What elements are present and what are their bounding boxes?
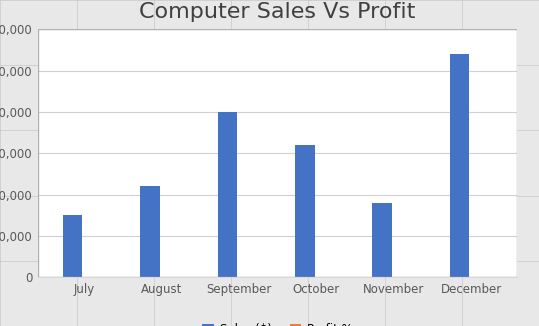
Legend: Sales ($), Profit %: Sales ($), Profit % [197, 318, 358, 326]
Bar [218, 112, 237, 277]
Bar [450, 54, 469, 277]
Bar [63, 215, 82, 277]
Bar [295, 145, 315, 277]
Bar [140, 186, 160, 277]
Title: Computer Sales Vs Profit: Computer Sales Vs Profit [140, 2, 416, 22]
Bar [372, 203, 392, 277]
